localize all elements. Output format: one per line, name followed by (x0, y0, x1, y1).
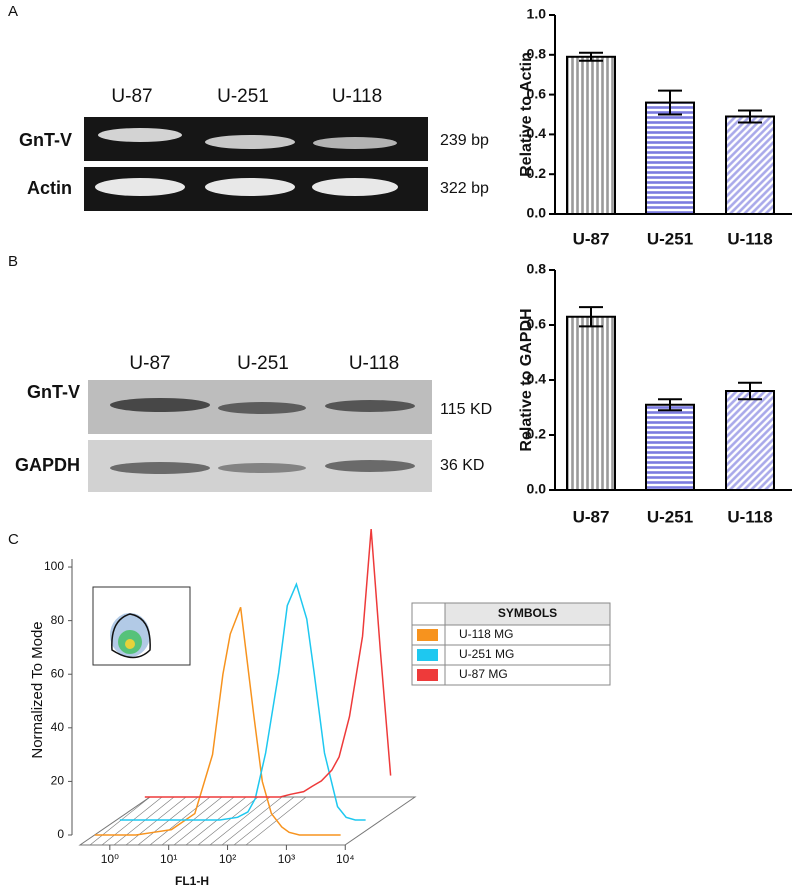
x-tick-label: 10⁰ (101, 852, 119, 866)
row-label: GAPDH (15, 455, 80, 475)
legend-swatch (417, 669, 438, 681)
floor-hatch (197, 796, 259, 846)
floor-hatch (209, 796, 271, 846)
floor-hatch (149, 796, 211, 846)
error-bar (658, 89, 682, 116)
lane-label: U-118 (349, 353, 399, 374)
y-tick-label: 0.0 (527, 205, 547, 221)
y-tick-label: 0.6 (527, 85, 547, 101)
floor-hatch (173, 796, 235, 846)
lane-label: U-118 (332, 86, 382, 107)
error-bar (658, 398, 682, 412)
floor-hatch (101, 796, 163, 846)
legend-swatch (417, 649, 438, 661)
bar (645, 403, 695, 491)
x-axis-label: FL1-H (175, 874, 209, 888)
legend-label: U-118 MG (459, 627, 513, 641)
panel-label: C (8, 531, 19, 548)
x-tick-label: U-251 (647, 229, 693, 248)
y-tick-label: 0 (57, 827, 64, 841)
inset-plot (92, 586, 191, 666)
floor-hatch (137, 796, 199, 846)
floor-hatch (161, 796, 223, 846)
floor-hatch (221, 796, 283, 846)
y-tick-label: 40 (51, 720, 65, 734)
y-tick-label: 60 (51, 666, 65, 680)
lane-label: U-251 (237, 353, 289, 374)
x-tick-label: U-251 (647, 507, 693, 526)
x-tick-label: 10² (219, 852, 236, 866)
bands (110, 398, 415, 474)
floor-outline (78, 796, 417, 846)
x-tick-label: 10⁴ (336, 852, 355, 866)
lane-label: U-87 (111, 86, 152, 107)
legend-label: U-87 MG (459, 667, 508, 681)
floor-hatch (233, 796, 295, 846)
bar (725, 115, 775, 215)
x-tick-label: U-87 (573, 507, 610, 526)
error-bar (579, 306, 603, 328)
x-tick-label: 10¹ (160, 852, 177, 866)
x-tick-label: 10³ (278, 852, 295, 866)
y-tick-label: 20 (51, 774, 65, 788)
legend-label: U-251 MG (459, 647, 514, 661)
histogram-line (94, 606, 341, 836)
floor-hatch (125, 796, 187, 846)
size-label: 36 KD (440, 457, 484, 474)
y-tick-label: 0.4 (527, 371, 547, 387)
bar (566, 315, 616, 491)
y-tick-label: 0.4 (527, 125, 547, 141)
y-tick-label: 0.2 (527, 426, 547, 442)
y-tick-label: 0.0 (527, 481, 547, 497)
bar (566, 55, 616, 216)
legend-cell (411, 664, 611, 686)
size-label: 239 bp (440, 132, 489, 149)
y-tick-label: 0.8 (527, 46, 547, 62)
panel-label: B (8, 253, 18, 270)
error-bar (738, 109, 762, 124)
error-bar (738, 381, 762, 401)
error-bar (579, 51, 603, 62)
lane-label: U-251 (217, 86, 269, 107)
floor-hatch (185, 796, 247, 846)
floor-hatch (89, 796, 151, 846)
y-tick-label: 1.0 (527, 6, 547, 22)
row-label: Actin (27, 178, 72, 198)
y-axis-label: Relative to Actin (518, 52, 535, 177)
floor-hatch (113, 796, 175, 846)
bar (725, 390, 775, 491)
histogram-floor (78, 796, 417, 846)
y-axis-label: Relative to GAPDH (518, 308, 535, 451)
y-tick-label: 0.2 (527, 165, 547, 181)
x-tick-label: U-118 (727, 507, 772, 526)
x-tick-label: U-118 (727, 229, 772, 248)
histogram-line (144, 528, 392, 798)
y-tick-label: 0.6 (527, 316, 547, 332)
y-tick-label: 0.8 (527, 261, 547, 277)
size-label: 115 KD (440, 401, 492, 418)
legend-title: SYMBOLS (498, 606, 557, 620)
legend-swatch (417, 629, 438, 641)
y-axis-label: Normalized To Mode (29, 621, 46, 758)
histogram-line (119, 581, 366, 821)
y-tick-label: 80 (51, 613, 65, 627)
bands (95, 128, 398, 196)
floor-hatch (245, 796, 307, 846)
panel-label: A (8, 3, 18, 20)
lane-label: U-87 (129, 353, 170, 374)
y-tick-label: 100 (44, 559, 64, 573)
row-label: GnT-V (27, 382, 80, 402)
size-label: 322 bp (440, 180, 489, 197)
bar (645, 101, 695, 215)
legend-corner (411, 602, 446, 626)
x-tick-label: U-87 (573, 229, 610, 248)
row-label: GnT-V (19, 130, 72, 150)
